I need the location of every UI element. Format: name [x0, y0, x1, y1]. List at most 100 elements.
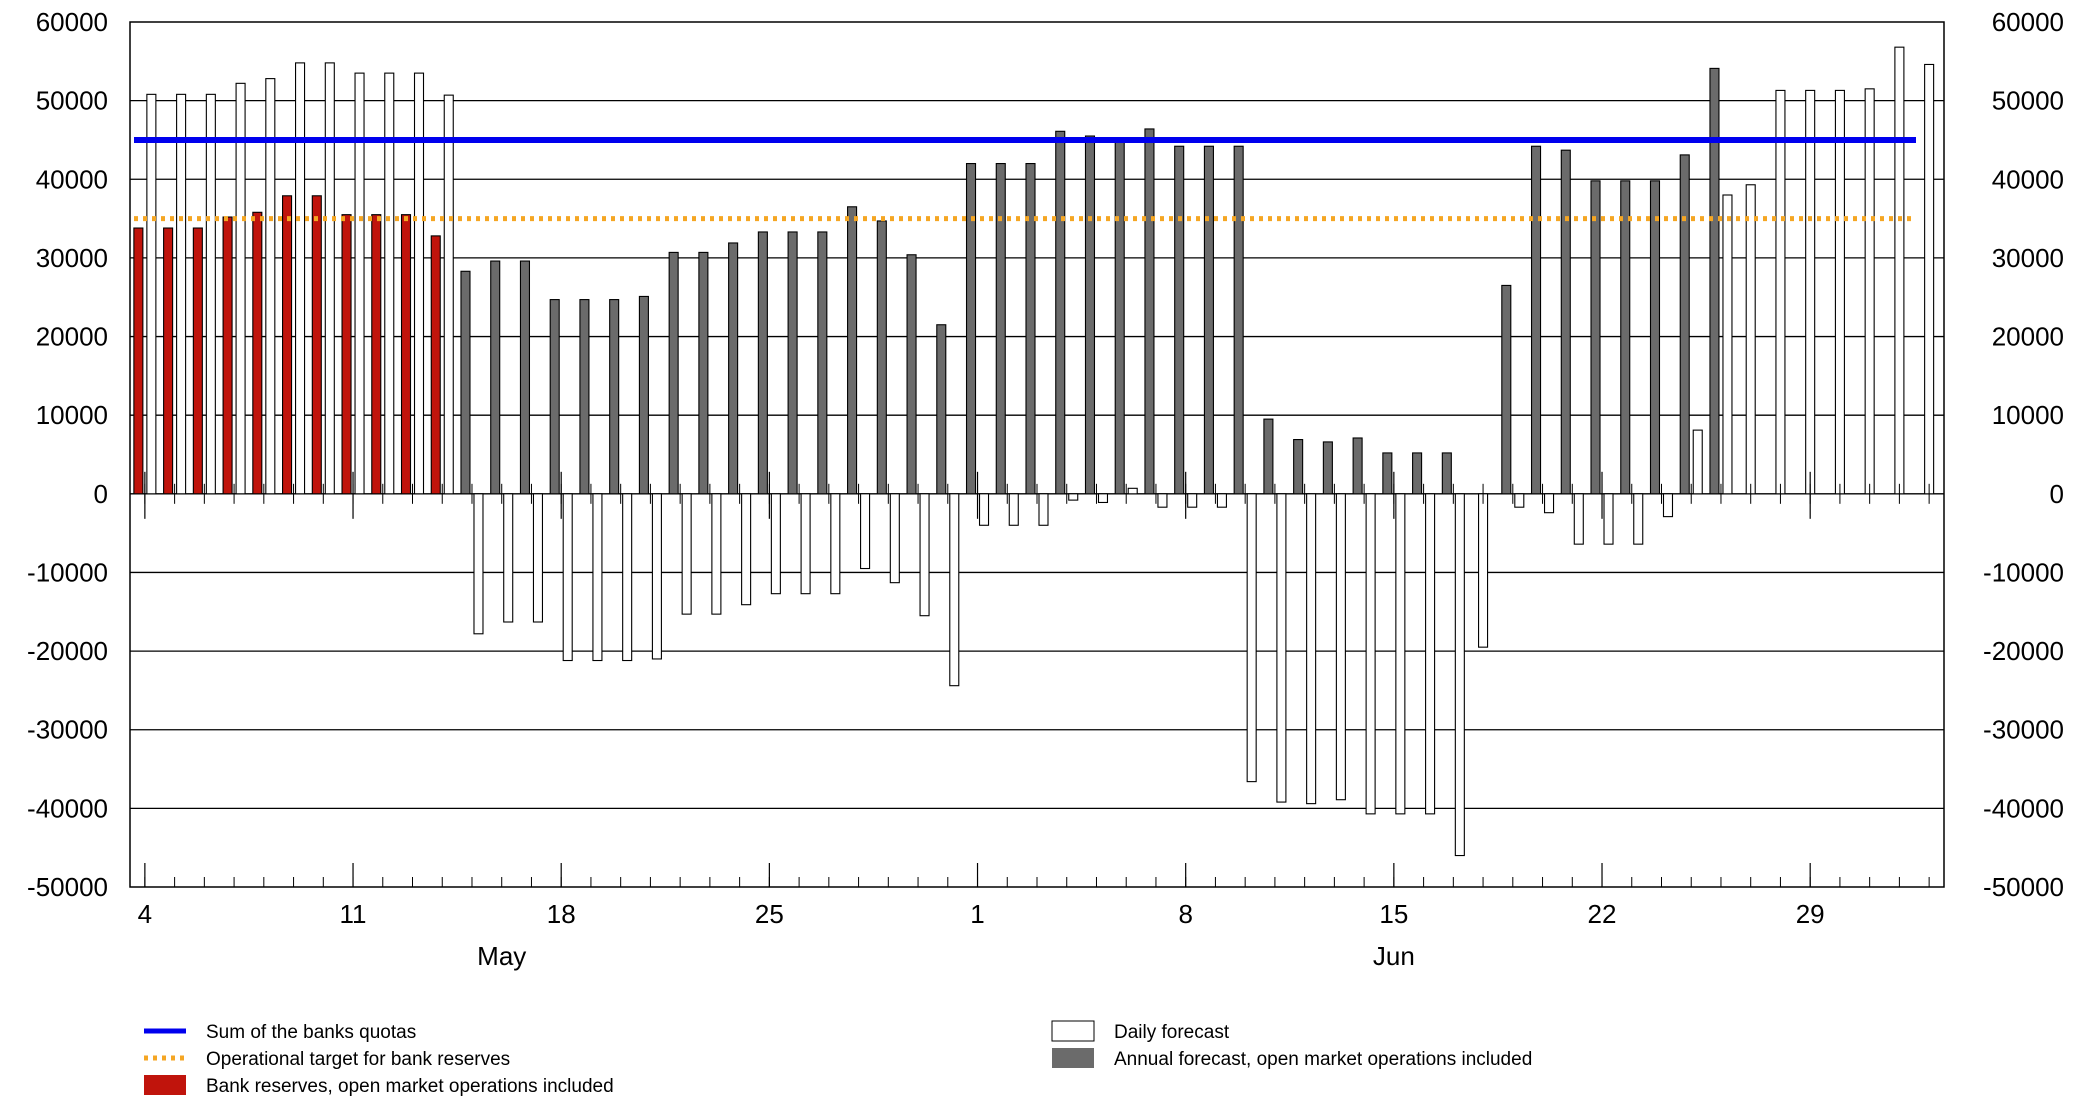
y-tick-label-right: -20000	[1983, 636, 2064, 666]
annual-forecast-bar	[1174, 145, 1185, 495]
daily-forecast-bar	[651, 493, 662, 660]
annual-forecast-bar	[1412, 452, 1423, 495]
daily-forecast-bar	[1068, 493, 1079, 501]
annual-forecast-bar	[906, 254, 917, 495]
daily-forecast-bar	[770, 493, 781, 595]
annual-forecast-bar	[1382, 452, 1393, 495]
daily-forecast-bar	[324, 62, 335, 495]
y-tick-label-left: -40000	[27, 793, 108, 823]
annual-forecast-bar	[1293, 439, 1304, 495]
bank-reserves-bar	[252, 211, 263, 495]
daily-forecast-bar	[1543, 493, 1555, 514]
bank-reserves-bar	[341, 214, 352, 495]
bank-reserves-bar	[163, 227, 174, 495]
daily-forecast-bar	[1425, 493, 1436, 815]
annual-forecast-bar	[549, 299, 560, 495]
daily-forecast-bar	[1722, 194, 1733, 495]
daily-forecast-bar	[1187, 493, 1198, 508]
daily-forecast-bar	[711, 493, 722, 615]
annual-forecast-bar	[1649, 180, 1661, 495]
annual-forecast-bar	[1709, 67, 1720, 495]
daily-forecast-bar	[503, 493, 514, 623]
legend-label: Sum of the banks quotas	[206, 1022, 416, 1043]
daily-forecast-bar	[205, 93, 216, 495]
y-tick-label-right: 10000	[1992, 400, 2064, 430]
bank-reserves-bar	[133, 227, 144, 495]
daily-forecast-bar	[1805, 89, 1816, 495]
annual-forecast-bar	[1025, 162, 1036, 495]
y-tick-label-right: 0	[2050, 479, 2064, 509]
legend-label: Bank reserves, open market operations in…	[206, 1076, 614, 1097]
daily-forecast-bar	[1573, 493, 1584, 545]
daily-forecast-bar	[1454, 493, 1465, 857]
annual-forecast-bar	[460, 270, 471, 495]
month-label: Jun	[1373, 941, 1415, 971]
y-tick-label-left: 20000	[36, 322, 108, 352]
annual-forecast-bar	[609, 299, 620, 495]
daily-forecast-bar	[1157, 493, 1168, 508]
daily-forecast-bar	[176, 93, 187, 495]
daily-forecast-bar	[1008, 493, 1019, 526]
daily-forecast-bar	[919, 493, 930, 617]
bank-reserves-bar	[311, 195, 322, 495]
daily-forecast-bar	[1306, 493, 1317, 805]
y-tick-label-right: 20000	[1992, 322, 2064, 352]
bars-layer	[133, 46, 1935, 857]
y-tick-label-right: 50000	[1992, 86, 2064, 116]
annual-forecast-bar	[638, 295, 649, 495]
daily-forecast-bar	[295, 62, 306, 495]
x-tick-label: 18	[547, 899, 576, 929]
daily-forecast-bar	[443, 94, 454, 495]
bank-reserves-bar	[430, 235, 441, 495]
daily-forecast-bar	[1864, 88, 1875, 495]
bank-reserves-bar	[371, 214, 382, 495]
daily-forecast-bar	[1097, 493, 1109, 504]
daily-forecast-bar	[265, 78, 276, 495]
daily-forecast-bar	[1038, 493, 1049, 526]
annual-forecast-bar	[1055, 130, 1066, 495]
y-tick-label-left: -20000	[27, 636, 108, 666]
annual-forecast-bar	[1560, 149, 1571, 495]
y-tick-label-left: -50000	[27, 872, 108, 902]
annual-forecast-bar	[876, 220, 887, 495]
daily-forecast-bar	[384, 72, 395, 495]
annual-forecast-bar	[1084, 135, 1096, 495]
y-tick-label-left: -10000	[27, 557, 108, 587]
annual-forecast-bar	[1679, 154, 1690, 495]
annual-forecast-bar	[1441, 452, 1452, 495]
y-tick-label-right: -50000	[1983, 872, 2064, 902]
daily-forecast-bar	[800, 493, 811, 595]
daily-forecast-bar	[235, 82, 246, 495]
annual-forecast-bar	[757, 231, 768, 495]
annual-forecast-bar	[668, 251, 679, 495]
annual-forecast-bar	[847, 206, 858, 495]
legend-label: Operational target for bank reserves	[206, 1049, 510, 1070]
bank-reserves-bar	[192, 227, 203, 495]
y-tick-label-left: 40000	[36, 164, 108, 194]
daily-forecast-bar	[1127, 487, 1138, 495]
annual-forecast-bar	[817, 231, 828, 495]
daily-forecast-bar	[1478, 493, 1489, 648]
annual-forecast-bar	[579, 299, 590, 495]
daily-forecast-bar	[562, 493, 573, 662]
x-tick-label: 1	[970, 899, 984, 929]
x-tick-label: 11	[340, 899, 367, 929]
y-tick-label-left: 50000	[36, 86, 108, 116]
daily-forecast-bar	[413, 72, 425, 495]
annual-forecast-bar	[1620, 180, 1631, 495]
daily-forecast-bar	[1834, 89, 1845, 495]
daily-forecast-bar	[1395, 493, 1406, 815]
daily-forecast-bar	[1745, 184, 1756, 495]
bank-reserves-bar	[400, 214, 412, 495]
daily-forecast-bar	[1276, 493, 1287, 803]
y-tick-label-right: 60000	[1992, 7, 2064, 37]
reference-lines-layer	[134, 136, 1916, 222]
daily-forecast-bar	[949, 493, 960, 687]
annual-forecast-bar	[787, 231, 798, 495]
daily-forecast-bar	[532, 493, 544, 623]
axes-layer: 60000 60000 50000 50000 40000 40000 30000 30000…	[27, 7, 2064, 971]
daily-forecast-bar	[860, 493, 871, 570]
annual-forecast-bar	[1352, 437, 1363, 495]
annual-forecast-bar	[519, 260, 531, 495]
